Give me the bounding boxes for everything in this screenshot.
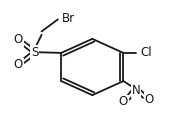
Text: O: O bbox=[14, 58, 23, 72]
Text: Cl: Cl bbox=[141, 46, 152, 59]
Text: O: O bbox=[144, 93, 154, 106]
Text: Br: Br bbox=[62, 12, 75, 25]
Text: S: S bbox=[31, 46, 38, 59]
Text: O: O bbox=[119, 95, 128, 108]
Text: O: O bbox=[14, 33, 23, 46]
Text: N: N bbox=[132, 84, 141, 97]
